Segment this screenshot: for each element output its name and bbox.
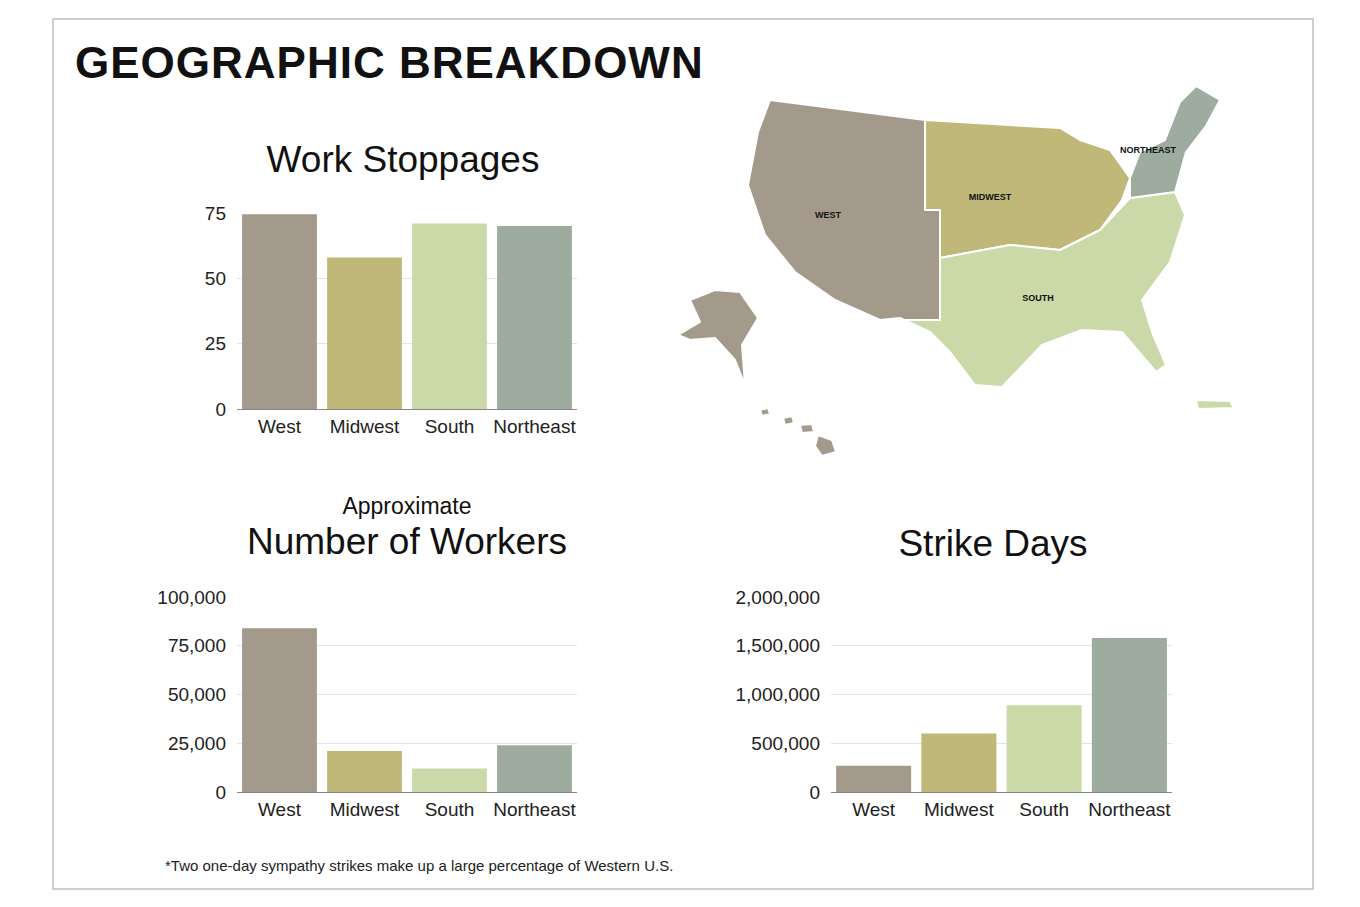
html-text:*Two one-day sympathy strikes: *Two one-day sympathy strikes make up a … (165, 857, 674, 874)
svg-text:1,500,000: 1,500,000 (735, 635, 820, 656)
svg-text:Midwest: Midwest (924, 799, 994, 820)
svg-text:25: 25 (205, 333, 226, 354)
svg-text:75,000: 75,000 (168, 635, 226, 656)
html-text:Strike Days: Strike Days (898, 523, 1088, 564)
svg-text:Northeast: Northeast (493, 416, 576, 437)
svg-text:50,000: 50,000 (168, 684, 226, 705)
svg-text:0: 0 (215, 399, 226, 420)
svg-text:Midwest: Midwest (330, 416, 400, 437)
svg-text:Midwest: Midwest (330, 799, 400, 820)
html-text:Number of Workers: Number of Workers (247, 521, 567, 562)
svg-text:2,000,000: 2,000,000 (735, 587, 820, 608)
svg-text:0: 0 (215, 782, 226, 803)
svg-text:West: West (258, 799, 302, 820)
html-text:Work Stoppages: Work Stoppages (266, 139, 540, 180)
svg-text:Northeast: Northeast (493, 799, 576, 820)
svg-text:South: South (1019, 799, 1069, 820)
svg-text:West: West (258, 416, 302, 437)
svg-text:WEST: WEST (815, 210, 842, 220)
svg-text:25,000: 25,000 (168, 733, 226, 754)
svg-text:South: South (425, 416, 475, 437)
svg-text:500,000: 500,000 (751, 733, 820, 754)
svg-text:NORTHEAST: NORTHEAST (1120, 145, 1177, 155)
svg-text:MIDWEST: MIDWEST (969, 192, 1012, 202)
svg-text:West: West (852, 799, 896, 820)
svg-text:SOUTH: SOUTH (1022, 293, 1054, 303)
svg-text:Northeast: Northeast (1088, 799, 1171, 820)
html-text:Approximate: Approximate (342, 493, 472, 519)
svg-text:South: South (425, 799, 475, 820)
svg-text:75: 75 (205, 203, 226, 224)
html-text:GEOGRAPHIC BREAKDOWN: GEOGRAPHIC BREAKDOWN (75, 38, 704, 87)
svg-text:100,000: 100,000 (157, 587, 226, 608)
svg-text:50: 50 (205, 268, 226, 289)
svg-text:0: 0 (809, 782, 820, 803)
svg-text:1,000,000: 1,000,000 (735, 684, 820, 705)
